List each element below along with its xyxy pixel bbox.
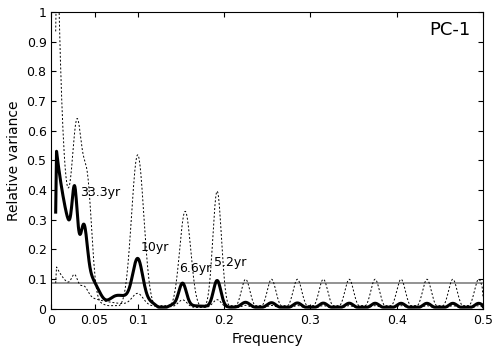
Text: 6.6yr: 6.6yr <box>179 262 212 275</box>
Text: PC-1: PC-1 <box>429 21 470 39</box>
Y-axis label: Relative variance: Relative variance <box>7 100 21 221</box>
Text: 33.3yr: 33.3yr <box>80 186 120 199</box>
X-axis label: Frequency: Frequency <box>232 332 303 346</box>
Text: 5.2yr: 5.2yr <box>214 256 246 269</box>
Text: 10yr: 10yr <box>140 241 168 254</box>
